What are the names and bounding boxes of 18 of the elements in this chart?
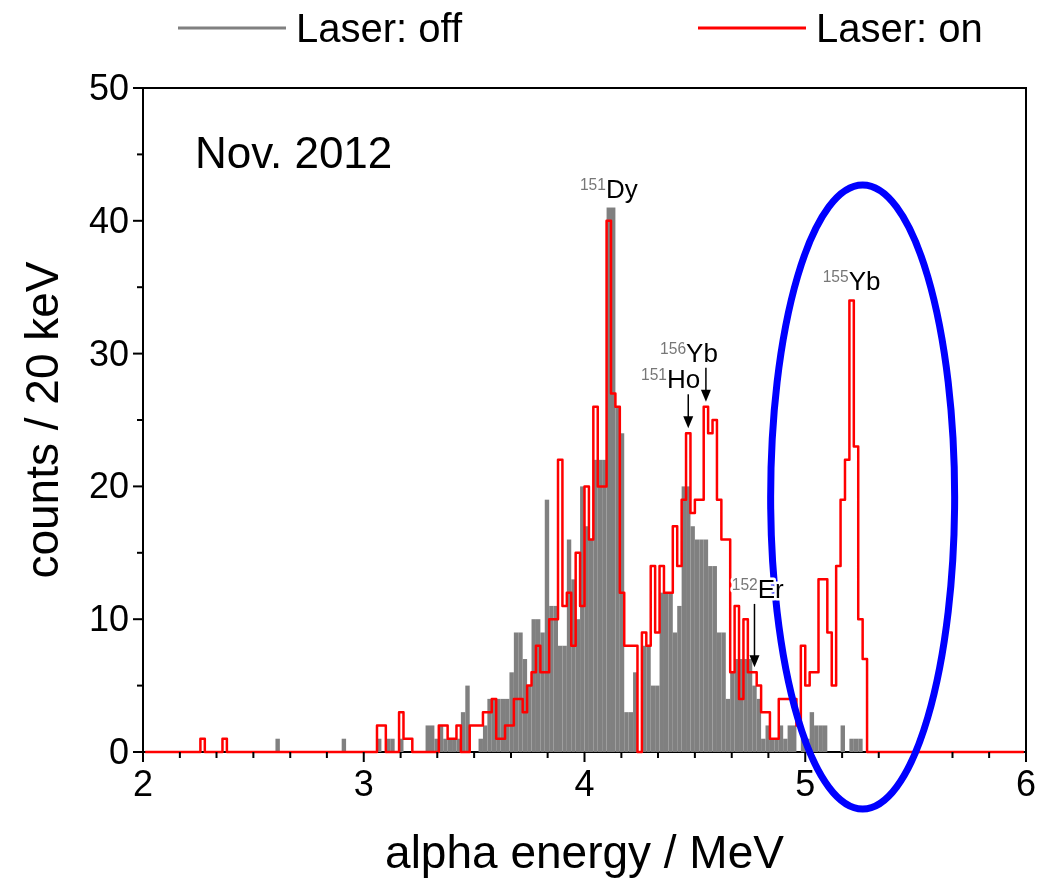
x-axis-title: alpha energy / MeV [385, 826, 785, 878]
annotation: $^{151}$Dy [579, 173, 638, 204]
legend-label: Laser: off [296, 6, 463, 50]
x-tick-label: 3 [353, 763, 374, 804]
x-tick-label: 2 [132, 763, 154, 804]
annotation: Nov. 2012 [195, 128, 393, 177]
y-tick-label: 20 [88, 465, 129, 507]
y-tick-label: 10 [88, 598, 129, 640]
y-tick-label: 30 [88, 332, 129, 374]
x-tick-label: 6 [1015, 763, 1037, 804]
annotation: $^{155}$Yb [822, 266, 881, 297]
y-axis-title: counts / 20 keV [16, 261, 68, 579]
x-tick-label: 4 [574, 763, 595, 804]
y-tick-label: 0 [108, 731, 129, 772]
x-tick-label: 5 [795, 763, 816, 804]
legend-label: Laser: on [816, 6, 983, 50]
y-tick-label: 40 [88, 199, 129, 241]
y-tick-label: 50 [88, 67, 129, 108]
